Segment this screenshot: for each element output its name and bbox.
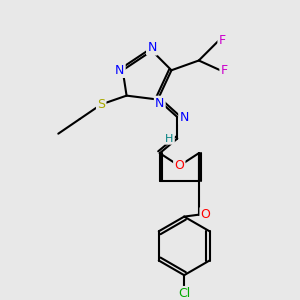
Text: F: F — [220, 64, 228, 77]
Text: N: N — [147, 41, 157, 54]
Text: O: O — [201, 208, 211, 221]
Text: F: F — [219, 34, 226, 47]
Text: N: N — [179, 111, 189, 124]
Text: H: H — [165, 134, 174, 144]
Text: S: S — [97, 98, 105, 111]
Text: Cl: Cl — [178, 287, 190, 300]
Text: N: N — [155, 97, 164, 110]
Text: N: N — [115, 64, 124, 77]
Text: O: O — [174, 159, 184, 172]
